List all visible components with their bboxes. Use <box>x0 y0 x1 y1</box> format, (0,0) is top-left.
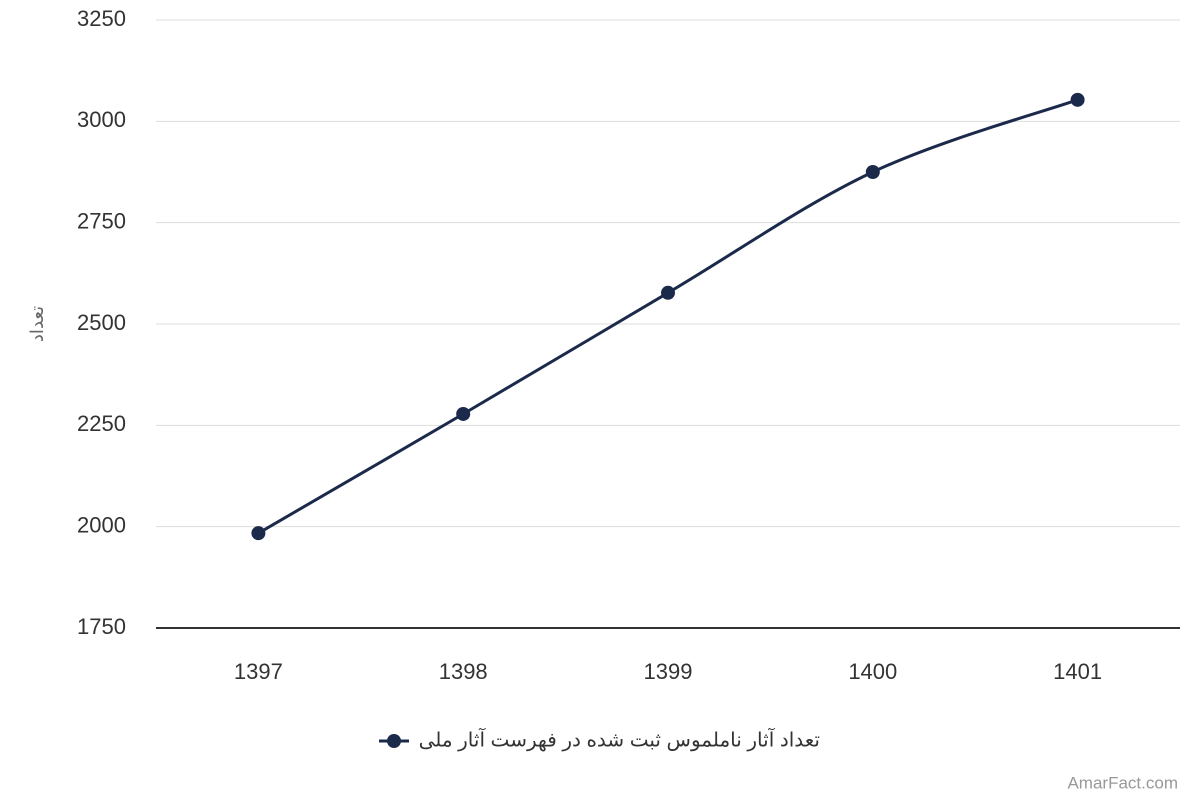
y-tick-label: 2250 <box>77 411 126 436</box>
y-tick-label: 2750 <box>77 208 126 233</box>
y-tick-label: 3250 <box>77 6 126 31</box>
x-tick-label: 1400 <box>848 659 897 684</box>
y-tick-label: 2500 <box>77 310 126 335</box>
x-tick-label: 1399 <box>644 659 693 684</box>
data-point <box>661 285 675 300</box>
x-tick-label: 1401 <box>1053 659 1102 684</box>
credit: AmarFact.com <box>1067 773 1178 792</box>
data-point <box>251 526 266 541</box>
x-tick-label: 1397 <box>234 659 283 684</box>
data-point <box>456 406 471 421</box>
data-point <box>865 165 880 179</box>
data-point <box>1070 92 1085 107</box>
y-tick-label: 2000 <box>77 512 126 537</box>
legend-label: تعداد آثار ناملموس ثبت شده در فهرست آثار… <box>419 726 820 751</box>
y-axis-title: تعداد <box>27 306 47 342</box>
legend-marker <box>387 734 401 748</box>
y-tick-label: 1750 <box>77 614 126 639</box>
x-tick-label: 1398 <box>439 659 488 684</box>
y-tick-label: 3000 <box>77 107 126 132</box>
